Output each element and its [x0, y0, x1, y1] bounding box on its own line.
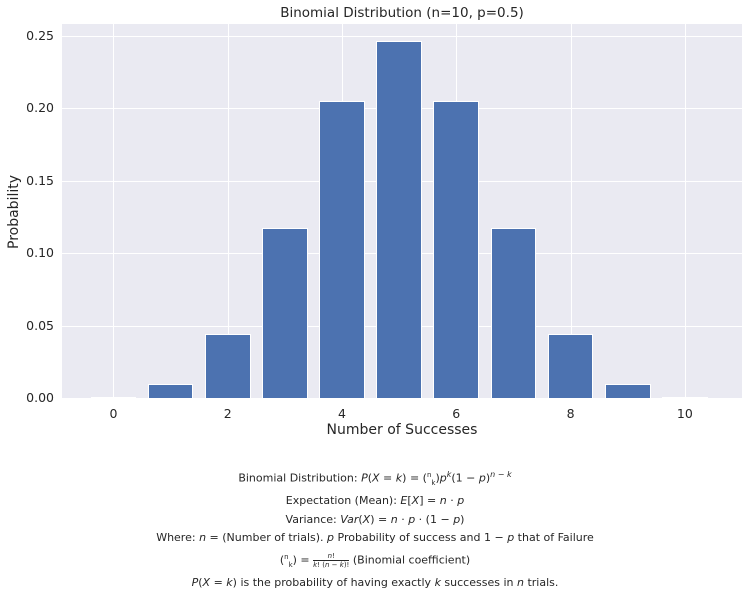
x-tick-label: 4 — [338, 406, 346, 421]
expectation-line: Expectation (Mean): E[X] = n · p — [285, 494, 465, 508]
gridline-horizontal — [62, 398, 742, 399]
chart-title: Binomial Distribution (n=10, p=0.5) — [280, 5, 524, 21]
bar-k-2 — [204, 334, 251, 398]
gridline-vertical — [570, 24, 572, 398]
plot-area — [62, 24, 742, 399]
bar-k-1 — [147, 383, 194, 398]
binomial-formula-line: Binomial Distribution: P(X = k) = (nk)pk… — [238, 470, 512, 487]
gridline-vertical — [227, 24, 229, 398]
x-tick-label: 8 — [566, 406, 575, 421]
gridline-horizontal — [62, 35, 742, 37]
bar-k-10 — [662, 396, 708, 398]
bar-k-3 — [262, 228, 308, 398]
y-tick-label: 0.15 — [26, 172, 54, 188]
gridline-vertical — [684, 24, 686, 398]
bar-k-9 — [604, 383, 651, 398]
bar-k-4 — [319, 100, 365, 398]
y-tick-label: 0.05 — [26, 317, 54, 333]
bar-k-0 — [90, 396, 137, 398]
bar-k-8 — [547, 334, 594, 398]
binomial-coefficient-line: (nk) = n! k! (n − k)! (Binomial coefficie… — [279, 552, 471, 569]
bar-k-7 — [490, 228, 537, 398]
y-axis-label: Probability — [6, 174, 22, 250]
gridline-vertical — [113, 24, 115, 398]
probability-meaning-line: P(X = k) is the probability of having ex… — [191, 576, 559, 590]
x-tick-label: 0 — [109, 406, 118, 421]
x-tick-label: 6 — [452, 406, 461, 421]
y-tick-label: 0.25 — [26, 27, 54, 43]
y-tick-label: 0.20 — [26, 100, 54, 116]
x-tick-label: 10 — [676, 406, 693, 421]
definitions-line: Where: n = (Number of trials). p Probabi… — [156, 531, 594, 545]
x-tick-label: 2 — [223, 406, 232, 421]
formula-annotations: Binomial Distribution: P(X = k) = (nk)pk… — [0, 466, 750, 593]
bar-k-6 — [433, 100, 480, 398]
x-axis-label: Number of Successes — [326, 422, 478, 438]
y-tick-label: 0.10 — [26, 245, 54, 261]
variance-line: Variance: Var(X) = n · p · (1 − p) — [285, 512, 465, 526]
bar-k-5 — [376, 41, 422, 398]
y-tick-label: 0.00 — [26, 390, 54, 405]
